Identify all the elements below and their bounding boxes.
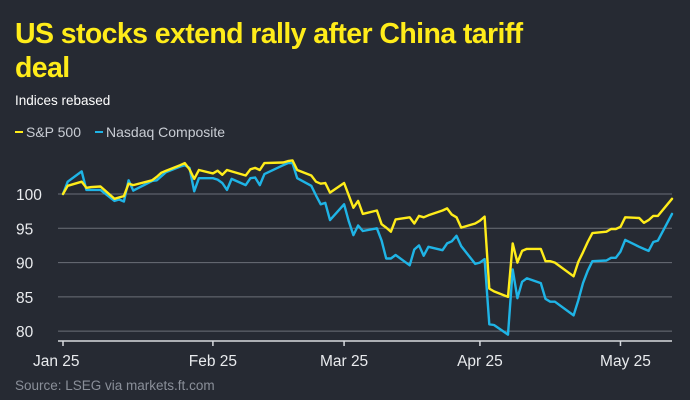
- y-tick-label-100: 100: [16, 187, 42, 204]
- y-tick-label-95: 95: [16, 221, 33, 238]
- y-tick-label-85: 85: [16, 290, 33, 307]
- series-line-s-p-500: [61, 159, 674, 299]
- y-tick-label-90: 90: [16, 256, 34, 273]
- series-lines: [61, 159, 674, 336]
- x-tick-label-2025-02-03: Feb 25: [189, 353, 237, 370]
- legend-label-nasdaq: Nasdaq Composite: [106, 124, 226, 140]
- chart-title: US stocks extend rally after China tarif…: [15, 18, 523, 84]
- legend-swatch-nasdaq: [95, 131, 104, 133]
- axes: 80 85 90 95 100 Jan 25 Feb 25 Mar 25 Apr 25 May 2…: [16, 187, 672, 370]
- legend: S&P 500 Nasdaq Composite: [15, 124, 239, 140]
- legend-item-nasdaq: Nasdaq Composite: [95, 124, 225, 140]
- x-tick-label-2025-01-02: Jan 25: [33, 353, 80, 370]
- chart-subtitle: Indices rebased: [15, 93, 111, 108]
- x-tick-label-2025-05-01: May 25: [600, 353, 651, 370]
- x-tick-label-2025-03-03: Mar 25: [320, 353, 368, 370]
- source-note: Source: LSEG via markets.ft.com: [15, 378, 215, 393]
- y-tick-label-80: 80: [16, 324, 34, 341]
- series-line-nasdaq-composite: [61, 161, 674, 336]
- legend-item-sp500: S&P 500: [15, 124, 81, 140]
- legend-swatch-sp500: [15, 131, 23, 133]
- legend-label-sp500: S&P 500: [26, 124, 82, 140]
- x-tick-label-2025-04-01: Apr 25: [457, 353, 503, 370]
- gridlines: [58, 193, 672, 332]
